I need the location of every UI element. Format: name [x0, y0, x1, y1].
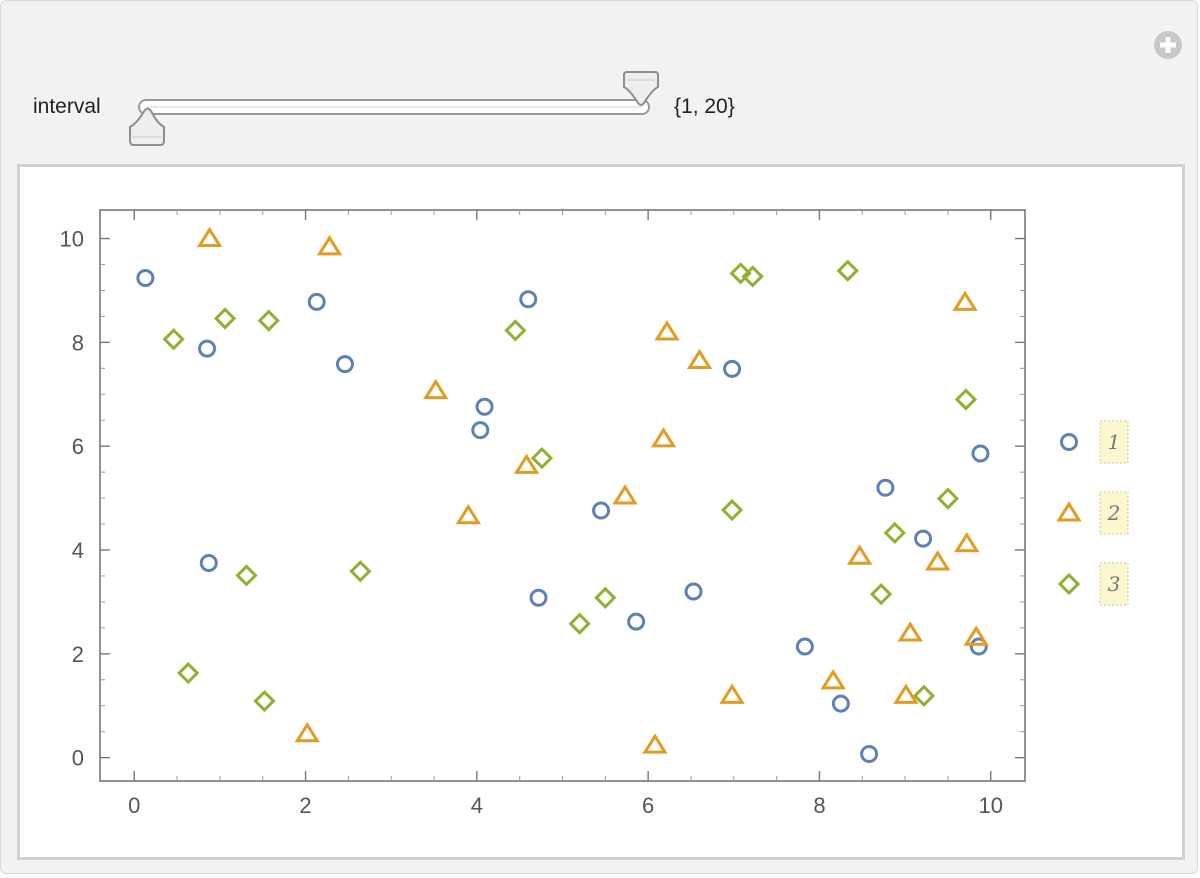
legend-label-box	[1099, 562, 1129, 606]
series-1-point	[795, 637, 814, 656]
series-2-point	[423, 378, 449, 400]
series-3-point	[253, 689, 276, 713]
y-tick-label: 0	[72, 746, 84, 771]
plot-area: 0 2 4 6 8 10 0 2 4 6 8 10 1 2 3	[17, 164, 1185, 860]
series-3-point	[869, 583, 893, 606]
series-1-point	[529, 588, 548, 607]
series-2-point	[513, 453, 540, 474]
series-3-point	[936, 487, 960, 510]
series-2-point	[820, 668, 846, 690]
series-1-point	[335, 355, 354, 374]
slider-min-thumb[interactable]	[129, 107, 165, 146]
y-tick-label: 6	[72, 434, 84, 459]
series-1-point	[723, 359, 742, 378]
series-2-point	[612, 484, 638, 505]
series-1-point	[519, 290, 538, 309]
series-1-point	[831, 694, 850, 713]
series-1-point	[969, 637, 988, 656]
y-tick-label: 8	[72, 330, 84, 355]
series-1-point	[627, 612, 646, 631]
series-3-point	[213, 307, 237, 330]
x-tick-label: 4	[471, 793, 483, 818]
series-1-point	[475, 397, 494, 416]
series-1-point	[860, 745, 879, 764]
legend-label-2: 2	[1107, 501, 1121, 525]
series-2-point	[642, 733, 668, 754]
legend-marker-2	[1056, 501, 1082, 522]
series-1-point	[684, 582, 703, 601]
y-tick-label: 4	[72, 538, 84, 563]
x-tick-label: 2	[299, 793, 311, 818]
plus-circle-icon[interactable]	[1153, 30, 1183, 60]
series-2-point	[893, 683, 919, 704]
x-tick-label: 10	[978, 793, 1002, 818]
series-2-point	[196, 226, 223, 248]
series-3-point	[954, 388, 978, 411]
interval-label: interval	[33, 95, 101, 118]
x-tick-label: 6	[642, 793, 654, 818]
series-2-point	[686, 348, 713, 370]
series-2-point	[654, 320, 680, 341]
interval-range-slider[interactable]	[121, 67, 666, 149]
x-tick-label: 0	[128, 793, 140, 818]
series-2-point	[952, 290, 978, 311]
series-3-point	[504, 319, 527, 342]
slider-max-thumb[interactable]	[623, 71, 659, 106]
series-1-point	[592, 501, 611, 520]
series-1-point	[971, 444, 990, 463]
series-3-point	[741, 265, 764, 288]
series-3-point	[568, 612, 591, 635]
series-3-point	[257, 309, 280, 332]
series-1-point	[198, 339, 217, 358]
legend-label-box	[1099, 420, 1129, 464]
series-3-point	[720, 498, 744, 522]
series-3-point	[883, 521, 906, 544]
series-1-point	[307, 292, 326, 311]
interval-value: {1, 20}	[674, 95, 735, 118]
series-2-point	[963, 625, 989, 646]
legend-label-3: 3	[1108, 572, 1121, 596]
series-3-point	[912, 684, 936, 707]
series-2-point	[719, 683, 745, 704]
legend-label-box	[1099, 491, 1129, 535]
series-1-point	[914, 529, 933, 548]
series-2-point	[316, 235, 343, 256]
series-2-point	[846, 544, 873, 565]
series-2-point	[650, 427, 677, 448]
series-2-point	[924, 550, 951, 571]
series-3-point	[594, 586, 617, 609]
legend-label-1: 1	[1108, 430, 1121, 454]
series-1-point	[471, 421, 490, 440]
series-2-point	[897, 621, 923, 642]
series-1-point	[876, 478, 895, 497]
series-3-point	[349, 560, 372, 583]
y-tick-label: 10	[60, 227, 84, 252]
series-2-point	[455, 503, 481, 525]
y-tick-label: 2	[72, 642, 84, 667]
series-3-point	[235, 564, 258, 587]
x-tick-label: 8	[813, 793, 825, 818]
series-3-point	[177, 661, 200, 685]
series-3-point	[836, 259, 859, 282]
series-2-point	[954, 531, 980, 553]
series-1-point	[136, 269, 155, 288]
legend-marker-1	[1060, 433, 1078, 451]
series-3-point	[162, 328, 185, 351]
legend-marker-3	[1057, 572, 1081, 596]
series-3-point	[530, 447, 554, 470]
series-3-point	[729, 262, 752, 285]
series-1-point	[199, 553, 218, 572]
series-2-point	[294, 721, 320, 743]
